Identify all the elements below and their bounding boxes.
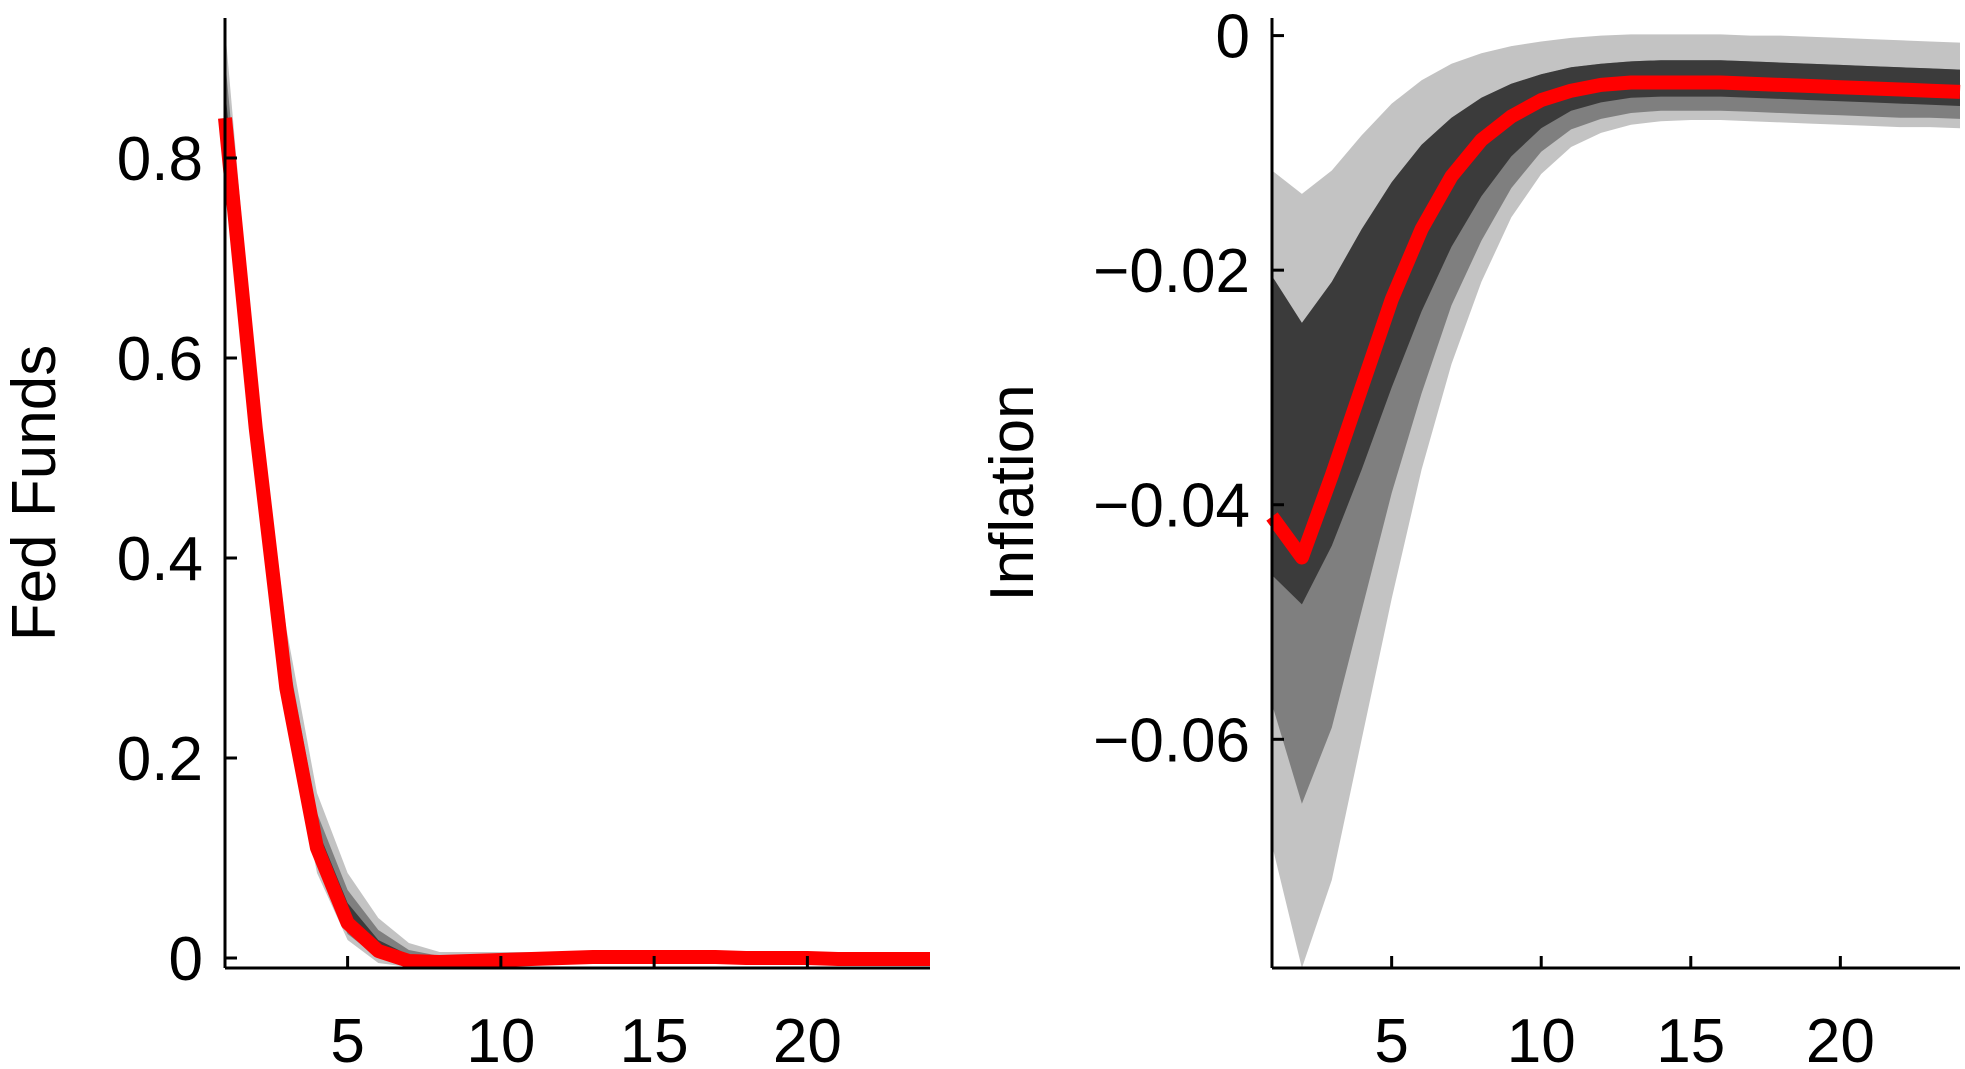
inflation-x-tick-label: 15 — [1656, 1007, 1725, 1069]
inflation-y-tick-label: −0.02 — [1093, 237, 1250, 306]
inflation-y-tick-label: −0.06 — [1093, 706, 1250, 775]
fed-funds-y-tick-label: 0.8 — [117, 125, 203, 194]
inflation-panel: Inflation 5 10 15 20 0 −0.02 −0.04 −0.06 — [978, 3, 1961, 1069]
inflation-y-tick-label: −0.04 — [1093, 472, 1250, 541]
fed-funds-x-tick-label: 20 — [773, 1007, 842, 1069]
fed-funds-y-tick-label: 0.6 — [117, 325, 203, 394]
inflation-x-tick-label: 10 — [1507, 1007, 1576, 1069]
fed-funds-panel: Fed Funds 5 10 15 20 0 0.2 0.4 0.6 0.8 — [0, 18, 930, 1069]
inflation-x-tick-label: 5 — [1374, 1007, 1408, 1069]
fed-funds-x-tick-label: 5 — [330, 1007, 364, 1069]
fed-funds-response-line — [218, 117, 930, 969]
fed-funds-y-tick-label: 0.2 — [117, 725, 203, 794]
inflation-x-tick-label: 20 — [1806, 1007, 1875, 1069]
fed-funds-y-tick-label: 0 — [169, 925, 203, 994]
inflation-response-line — [1266, 75, 1961, 565]
fed-funds-x-tick-label: 10 — [466, 1007, 535, 1069]
inflation-y-axis-label: Inflation — [978, 384, 1047, 601]
fed-funds-x-tick-label: 15 — [620, 1007, 689, 1069]
inflation-y-tick-label: 0 — [1216, 3, 1250, 72]
fed-funds-y-axis-label: Fed Funds — [0, 345, 69, 641]
fed-funds-outer-band — [225, 28, 930, 967]
fed-funds-y-tick-label: 0.4 — [117, 525, 203, 594]
